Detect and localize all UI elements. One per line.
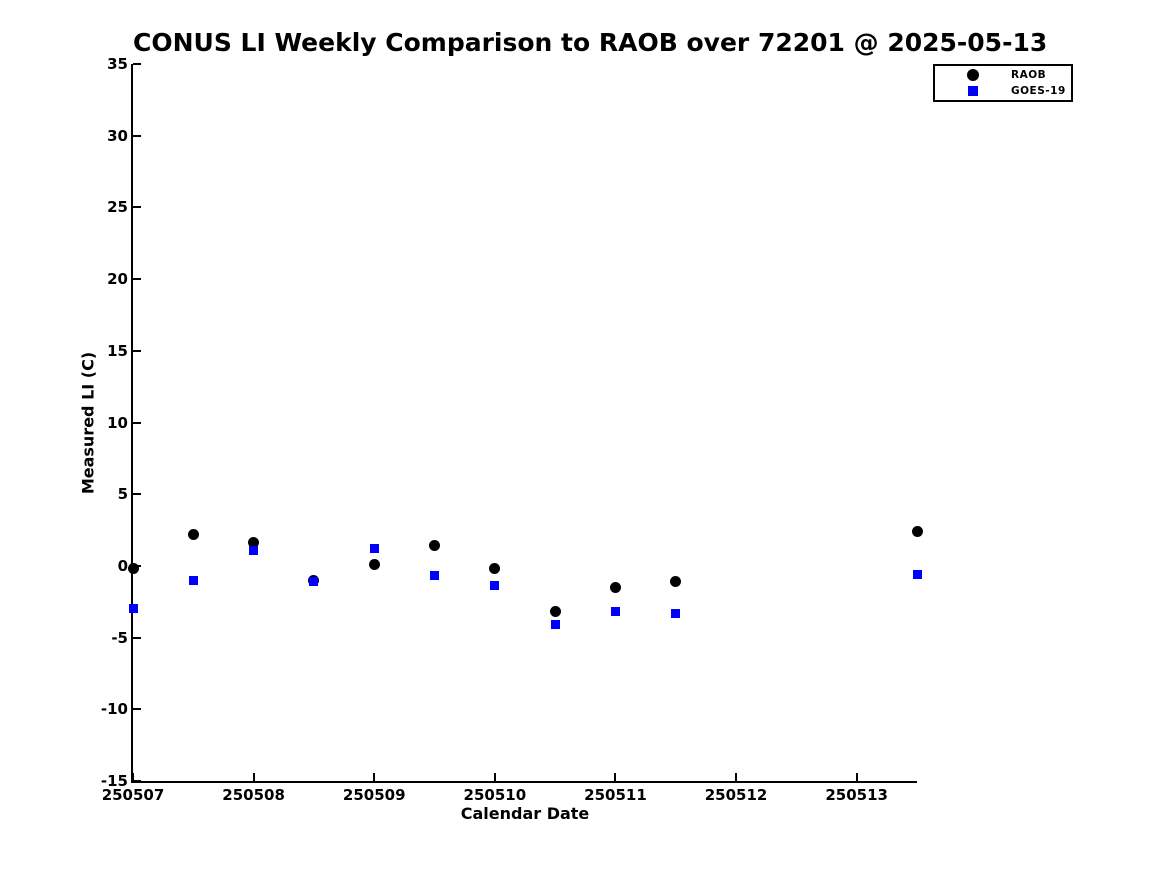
data-point-goes-19	[610, 607, 620, 617]
x-tick-label: 250512	[704, 786, 768, 804]
y-tick-label: -5	[111, 628, 128, 647]
data-point-raob	[609, 581, 621, 593]
data-point-goes-19	[671, 608, 681, 618]
x-tick-mark	[735, 773, 738, 781]
legend-marker-cell	[935, 86, 1011, 97]
y-tick-mark	[133, 421, 141, 424]
x-tick-mark	[493, 773, 496, 781]
data-point-goes-19	[188, 575, 198, 585]
legend: RAOB GOES-19	[933, 64, 1073, 102]
y-tick-mark	[133, 278, 141, 281]
legend-marker-cell	[935, 68, 1011, 81]
raob-marker-icon	[967, 68, 979, 81]
y-tick-mark	[133, 349, 141, 352]
x-tick-label: 250508	[222, 786, 285, 804]
data-point-raob	[489, 563, 501, 575]
data-point-goes-19	[369, 544, 379, 554]
data-point-raob	[127, 563, 139, 575]
y-tick-label: 15	[107, 341, 128, 360]
data-point-raob	[248, 537, 260, 549]
chart-title: CONUS LI Weekly Comparison to RAOB over …	[133, 28, 1048, 57]
data-point-raob	[911, 525, 923, 537]
y-tick-mark	[133, 780, 141, 782]
x-tick-mark	[614, 773, 617, 781]
x-tick-mark	[373, 773, 376, 781]
y-tick-label: 20	[107, 270, 128, 289]
goes-19-marker-icon	[968, 86, 978, 97]
data-point-goes-19	[128, 604, 138, 614]
data-point-goes-19	[490, 581, 500, 591]
x-tick-label: 250510	[463, 786, 527, 804]
y-tick-mark	[133, 134, 141, 137]
y-tick-mark	[133, 708, 141, 711]
y-tick-label: -15	[100, 772, 128, 790]
legend-item-raob: RAOB	[935, 67, 1071, 82]
x-tick-mark	[252, 773, 255, 781]
y-tick-label: 35	[107, 55, 128, 73]
data-point-raob	[429, 540, 441, 552]
data-point-goes-19	[249, 545, 259, 555]
x-tick-label: 250513	[825, 786, 888, 804]
x-tick-mark	[855, 773, 858, 781]
y-tick-label: 10	[107, 413, 128, 432]
y-tick-mark	[133, 493, 141, 496]
data-point-goes-19	[309, 577, 319, 587]
legend-label-goes-19: GOES-19	[1011, 85, 1066, 98]
data-point-raob	[368, 558, 380, 570]
y-tick-label: 0	[117, 556, 128, 575]
data-point-goes-19	[912, 570, 922, 579]
y-tick-label: 5	[117, 485, 128, 504]
legend-item-goes-19: GOES-19	[935, 84, 1071, 99]
y-tick-mark	[133, 63, 141, 65]
y-tick-mark	[133, 636, 141, 639]
x-tick-mark	[132, 773, 134, 781]
x-axis-label: Calendar Date	[460, 804, 590, 823]
y-tick-mark	[133, 206, 141, 209]
legend-label-raob: RAOB	[1011, 68, 1047, 81]
y-tick-label: 25	[107, 198, 128, 217]
x-tick-label: 250511	[584, 786, 647, 804]
data-point-raob	[549, 606, 561, 618]
data-point-goes-19	[430, 571, 440, 581]
y-tick-label: 30	[107, 126, 128, 145]
x-tick-label: 250509	[342, 786, 406, 804]
data-point-goes-19	[550, 620, 560, 630]
x-tick-label: 250507	[101, 786, 165, 804]
y-tick-label: -10	[100, 700, 128, 719]
data-point-raob	[187, 528, 199, 540]
data-point-raob	[670, 576, 682, 588]
plot-area	[127, 63, 923, 783]
